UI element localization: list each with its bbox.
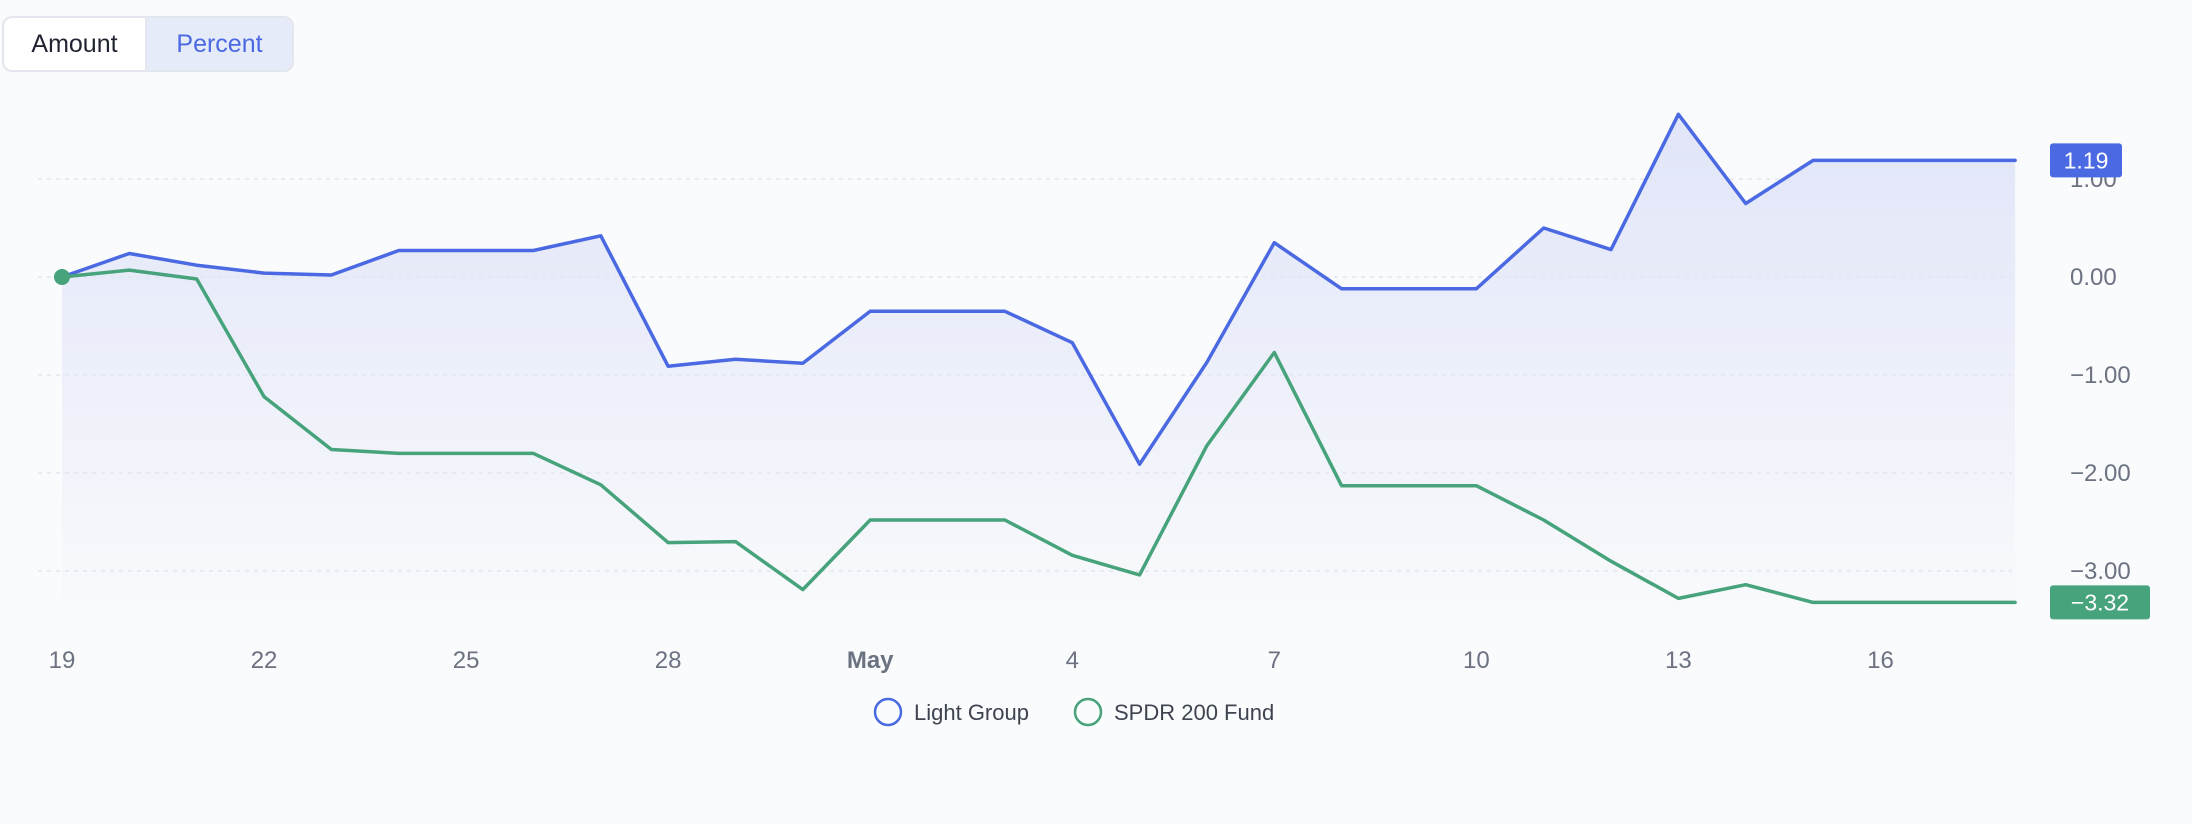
badge-spdr-200-fund: −3.32 [2050,585,2150,620]
legend-label: Light Group [914,700,1029,725]
badge-background [2050,585,2150,620]
x-tick-label: 10 [1463,647,1490,674]
badge-background [2050,143,2122,178]
x-tick-label: 16 [1867,647,1894,674]
percent-toggle-button[interactable]: Percent [147,18,292,70]
start-point-marker [54,269,70,285]
y-tick-label: −1.00 [2070,362,2131,389]
series-lines [54,112,2017,605]
legend-item-spdr-200-fund[interactable]: SPDR 200 Fund [1073,697,1274,727]
area-under-light-group [62,114,2016,610]
badge-light-group: 1.19 [2050,143,2122,178]
end-value-badges: 1.19 −3.32 [2050,143,2150,620]
legend-circle-icon [873,697,903,727]
badge-value: −3.32 [2071,589,2129,615]
legend-circle-icon [1073,697,1103,727]
legend-label: SPDR 200 Fund [1114,700,1274,725]
x-tick-label: 22 [251,647,278,674]
line-light-group [60,112,2017,466]
legend-item-light-group[interactable]: Light Group [873,697,1029,727]
x-tick-label: 28 [655,647,682,674]
amount-percent-toggle: Amount Percent [2,16,294,72]
line-spdr-200-fund [60,268,2017,605]
x-axis: 19 22 25 28 May 4 7 10 13 16 [49,647,1894,674]
y-tick-label: −3.00 [2070,558,2131,585]
x-tick-label: 25 [453,647,480,674]
x-tick-label: 7 [1268,647,1281,674]
x-tick-label: May [847,647,894,674]
y-axis: 1.000.00−1.00−2.00−3.00 [2070,166,2131,585]
amount-toggle-button[interactable]: Amount [4,18,147,70]
badge-value: 1.19 [2064,147,2109,173]
x-tick-label: 4 [1066,647,1079,674]
y-tick-label: 0.00 [2070,264,2117,291]
y-tick-label: −2.00 [2070,460,2131,487]
legend: Light Group SPDR 200 Fund [873,697,1274,727]
x-tick-label: 13 [1665,647,1692,674]
area-fill [62,114,2016,610]
x-tick-label: 19 [49,647,76,674]
